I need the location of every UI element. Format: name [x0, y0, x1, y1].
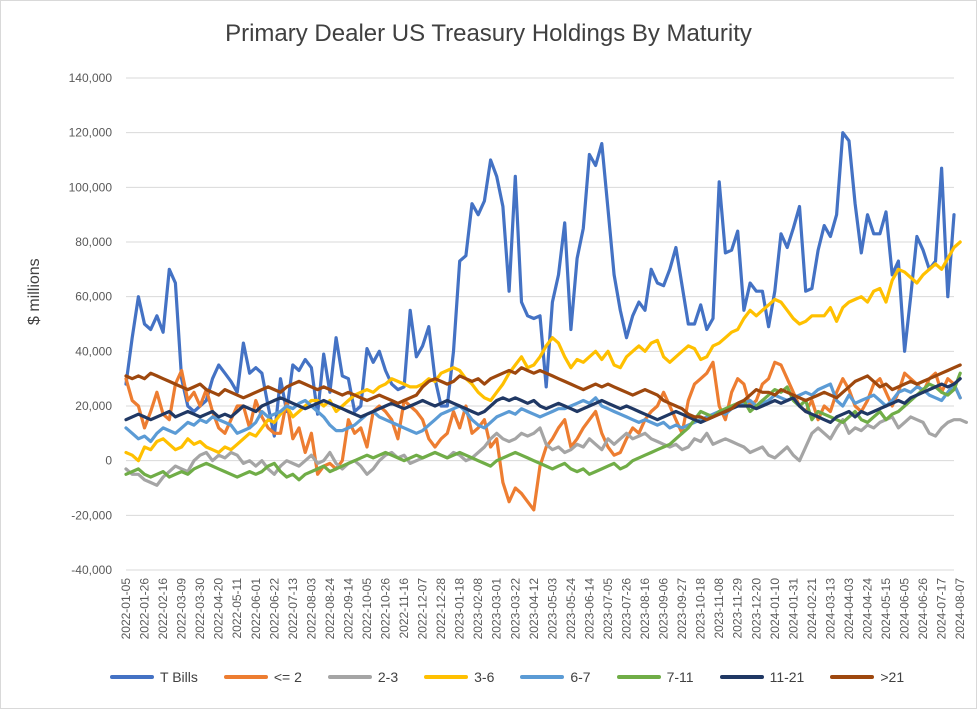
y-tick-label: 120,000 — [69, 126, 113, 140]
x-tick-label: 2023-05-24 — [564, 578, 578, 640]
x-tick-label: 2024-06-05 — [898, 578, 912, 640]
y-tick-label: 20,000 — [75, 399, 112, 413]
x-tick-label: 2022-06-01 — [249, 578, 263, 640]
series-line--21 — [124, 363, 962, 422]
x-tick-label: 2023-09-06 — [657, 578, 671, 640]
x-tick-label: 2024-06-26 — [916, 578, 930, 640]
legend-swatch — [719, 675, 764, 679]
x-tick-label: 2023-12-20 — [749, 578, 763, 640]
x-tick-label: 2023-08-16 — [638, 578, 652, 640]
x-tick-label: 2022-01-05 — [119, 578, 133, 640]
x-tick-label: 2022-11-16 — [397, 578, 411, 639]
x-tick-label: 2022-10-26 — [379, 578, 393, 640]
series-line-7-11 — [124, 371, 962, 482]
x-tick-label: 2024-03-13 — [823, 578, 837, 640]
legend-label: <= 2 — [273, 669, 302, 685]
series-lines — [124, 131, 969, 512]
y-tick-label: 140,000 — [69, 71, 113, 85]
y-tick-label: 0 — [105, 454, 112, 468]
x-tick-label: 2023-03-22 — [508, 578, 522, 640]
x-tick-label: 2023-04-12 — [527, 578, 541, 640]
x-tick-label: 2023-07-05 — [601, 578, 615, 640]
legend-item: T Bills — [110, 669, 198, 685]
x-tick-label: 2023-02-08 — [471, 578, 485, 640]
x-tick-label: 2024-08-07 — [953, 578, 967, 640]
legend-swatch — [110, 675, 154, 679]
x-tick-label: 2024-04-03 — [842, 578, 856, 640]
x-tick-label: 2022-08-24 — [323, 578, 337, 640]
x-tick-label: 2022-09-14 — [341, 578, 355, 640]
x-tick-label: 2024-05-15 — [879, 578, 893, 640]
x-tick-label: 2023-06-14 — [582, 578, 596, 640]
y-tick-label: 40,000 — [75, 344, 112, 358]
legend-item: 7-11 — [616, 669, 694, 685]
x-tick-label: 2023-03-01 — [490, 578, 504, 640]
series-line-t-bills — [124, 131, 956, 438]
chart-title: Primary Dealer US Treasury Holdings By M… — [225, 20, 752, 47]
legend-item: <= 2 — [223, 669, 302, 685]
legend-item: 2-3 — [327, 669, 399, 685]
x-tick-label: 2024-02-21 — [805, 578, 819, 640]
series-line-11-21 — [124, 377, 962, 424]
legend-swatch — [616, 675, 661, 679]
x-tick-labels: 2022-01-05 2022-01-26 2022-02-16 2022-03-09… — [119, 578, 967, 640]
x-tick-label: 2023-11-08 — [712, 578, 726, 639]
y-tick-labels: -40,000 -20,000 0 20,000 40,000 60,000 80,000 1… — [69, 71, 113, 577]
legend-swatch — [424, 675, 469, 679]
y-tick-label: 100,000 — [69, 180, 113, 194]
x-tick-label: 2024-01-31 — [786, 578, 800, 640]
legend-item: 3-6 — [424, 669, 494, 685]
y-tick-label: 60,000 — [75, 290, 112, 304]
legend-label: >21 — [880, 669, 905, 685]
x-tick-label: 2023-05-03 — [545, 578, 559, 640]
legend-item: 11-21 — [719, 669, 805, 685]
x-tick-label: 2022-06-22 — [267, 578, 281, 640]
x-tick-label: 2022-07-13 — [286, 578, 300, 640]
legend-label: 2-3 — [377, 669, 399, 685]
legend-swatch — [520, 675, 565, 679]
x-tick-label: 2022-02-16 — [156, 578, 170, 640]
x-tick-label: 2023-09-27 — [675, 578, 689, 640]
legend-swatch — [223, 675, 268, 679]
x-tick-label: 2022-05-11 — [230, 578, 244, 639]
x-tick-label: 2024-07-17 — [935, 578, 949, 640]
x-tick-label: 2022-12-28 — [434, 578, 448, 640]
x-tick-label: 2022-08-03 — [304, 578, 318, 640]
legend-label: 7-11 — [666, 669, 694, 685]
legend-label: 11-21 — [769, 669, 805, 685]
legend-label: 6-7 — [570, 669, 591, 685]
x-tick-label: 2024-04-24 — [860, 578, 874, 640]
y-tick-label: -20,000 — [71, 508, 112, 522]
legend-label: 3-6 — [474, 669, 495, 685]
legend: T Bills <= 2 2-3 3-6 6-7 7-11 11-21 >21 — [110, 666, 970, 688]
x-tick-label: 2023-01-18 — [453, 578, 467, 640]
x-tick-label: 2022-04-20 — [212, 578, 226, 640]
series-line-3-6 — [124, 240, 962, 463]
x-tick-label: 2022-01-26 — [138, 578, 152, 640]
legend-item: >21 — [830, 669, 904, 685]
x-tick-label: 2022-12-07 — [416, 578, 430, 640]
y-tick-label: -40,000 — [71, 563, 112, 577]
gridlines — [126, 77, 954, 571]
x-tick-label: 2024-01-10 — [768, 578, 782, 640]
legend-swatch — [327, 675, 372, 679]
x-tick-label: 2023-07-26 — [620, 578, 634, 640]
legend-item: 6-7 — [520, 669, 591, 685]
x-tick-label: 2022-03-30 — [193, 578, 207, 640]
legend-label: T Bills — [160, 669, 198, 685]
x-tick-label: 2022-03-09 — [175, 578, 189, 640]
x-tick-label: 2023-11-29 — [731, 578, 745, 639]
series-line-6-7 — [124, 382, 962, 444]
x-tick-label: 2023-10-18 — [694, 578, 708, 640]
x-tick-label: 2022-10-05 — [360, 578, 374, 640]
y-tick-label: 80,000 — [75, 235, 112, 249]
legend-swatch — [830, 675, 875, 679]
